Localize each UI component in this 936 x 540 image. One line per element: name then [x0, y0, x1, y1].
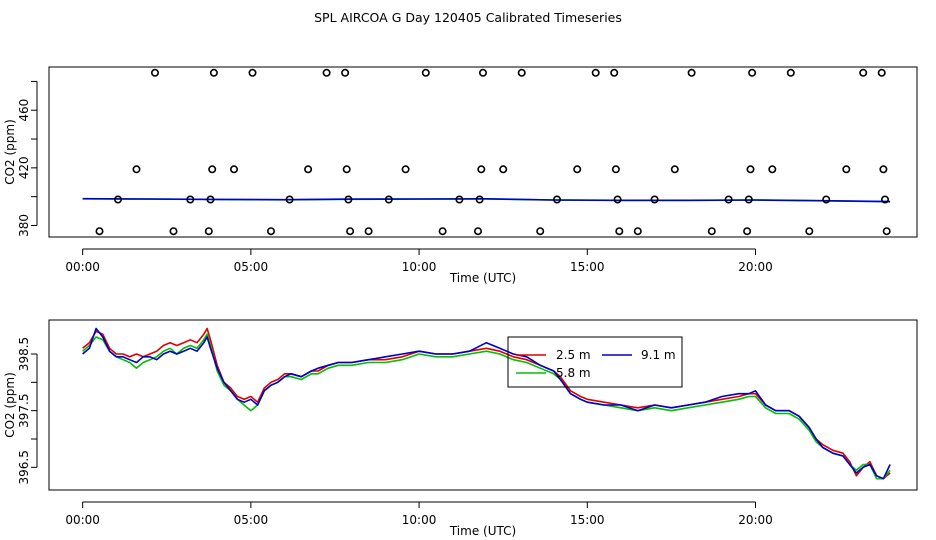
data-point [724, 195, 733, 204]
top-plot-marks [82, 68, 891, 236]
data-point [842, 165, 851, 174]
data-point [346, 227, 355, 236]
data-point [650, 195, 659, 204]
top-x-axis-label: Time (UTC) [449, 271, 516, 285]
data-point [573, 165, 582, 174]
data-point [687, 68, 696, 77]
bottom-plot-axes: 00:00 05:00 10:00 15:00 20:00 396.5 397.5 398.5 [17, 337, 773, 527]
data-point [633, 227, 642, 236]
data-point [882, 227, 891, 236]
data-point [248, 68, 257, 77]
data-point [768, 165, 777, 174]
bottom-panel: 00:00 05:00 10:00 15:00 20:00 396.5 397.5 398.5… [3, 319, 918, 538]
data-point [364, 227, 373, 236]
data-point [114, 195, 123, 204]
series-line-blue [82, 197, 891, 203]
x-tick-label: 10:00 [402, 513, 437, 527]
y-tick-label: 397.5 [17, 393, 31, 427]
legend-box [507, 336, 683, 388]
chart-title: SPL AIRCOA G Day 120405 Calibrated Times… [314, 10, 622, 25]
data-point [204, 227, 213, 236]
data-point [95, 227, 104, 236]
data-point [707, 227, 716, 236]
data-point [610, 68, 619, 77]
series-line-5-8-m [82, 333, 891, 480]
data-point [322, 68, 331, 77]
data-point [151, 68, 160, 77]
top-plot-frame [48, 66, 918, 238]
data-point [478, 68, 487, 77]
data-point [208, 165, 217, 174]
top-y-axis-label: CO2 (ppm) [3, 119, 17, 185]
data-point [786, 68, 795, 77]
data-point [455, 195, 464, 204]
x-tick-label: 20:00 [738, 513, 773, 527]
data-point [746, 165, 755, 174]
data-point [421, 68, 430, 77]
data-point [499, 165, 508, 174]
data-point [880, 195, 889, 204]
top-panel: 00:00 05:00 10:00 15:00 20:00 380 420 460 Time … [3, 66, 918, 285]
series-line-9-1-m [82, 327, 891, 480]
data-point [401, 165, 410, 174]
x-tick-label: 15:00 [570, 260, 605, 274]
bottom-y-axis-label: CO2 (ppm) [3, 372, 17, 438]
data-point [473, 227, 482, 236]
data-point [613, 195, 622, 204]
data-point [344, 195, 353, 204]
y-tick-label: 420 [17, 156, 31, 179]
data-point [438, 227, 447, 236]
data-point [341, 68, 350, 77]
x-tick-label: 05:00 [234, 513, 269, 527]
bottom-plot-marks [82, 327, 891, 480]
x-tick-label: 05:00 [234, 260, 269, 274]
data-point [536, 227, 545, 236]
data-point [206, 195, 215, 204]
legend: 2.5 m 9.1 m 5.8 m [507, 336, 683, 388]
x-tick-label: 00:00 [65, 513, 100, 527]
data-point [477, 165, 486, 174]
legend-label-2-5m: 2.5 m [556, 348, 591, 362]
data-point [670, 165, 679, 174]
data-point [748, 68, 757, 77]
data-point [879, 165, 888, 174]
data-point [186, 195, 195, 204]
legend-label-9-1m: 9.1 m [641, 348, 676, 362]
data-point [517, 68, 526, 77]
data-point [805, 227, 814, 236]
data-point [342, 165, 351, 174]
bottom-plot-frame [48, 319, 918, 491]
data-point [384, 195, 393, 204]
data-point [877, 68, 886, 77]
data-point [209, 68, 218, 77]
data-point [475, 195, 484, 204]
top-plot-axes: 00:00 05:00 10:00 15:00 20:00 380 420 460 [17, 80, 773, 274]
data-point [822, 195, 831, 204]
data-point [611, 165, 620, 174]
data-point [615, 227, 624, 236]
x-tick-label: 00:00 [65, 260, 100, 274]
data-point [304, 165, 313, 174]
y-tick-label: 460 [17, 99, 31, 122]
y-tick-label: 398.5 [17, 337, 31, 371]
legend-label-5-8m: 5.8 m [556, 366, 591, 380]
data-point [266, 227, 275, 236]
data-point [859, 68, 868, 77]
x-tick-label: 20:00 [738, 260, 773, 274]
data-point [743, 227, 752, 236]
data-point [169, 227, 178, 236]
data-point [591, 68, 600, 77]
data-point [744, 195, 753, 204]
data-point [132, 165, 141, 174]
data-point [285, 195, 294, 204]
x-tick-label: 15:00 [570, 513, 605, 527]
bottom-x-axis-label: Time (UTC) [449, 524, 516, 538]
y-tick-label: 396.5 [17, 450, 31, 484]
y-tick-label: 380 [17, 214, 31, 237]
data-point [552, 195, 561, 204]
data-point [230, 165, 239, 174]
x-tick-label: 10:00 [402, 260, 437, 274]
